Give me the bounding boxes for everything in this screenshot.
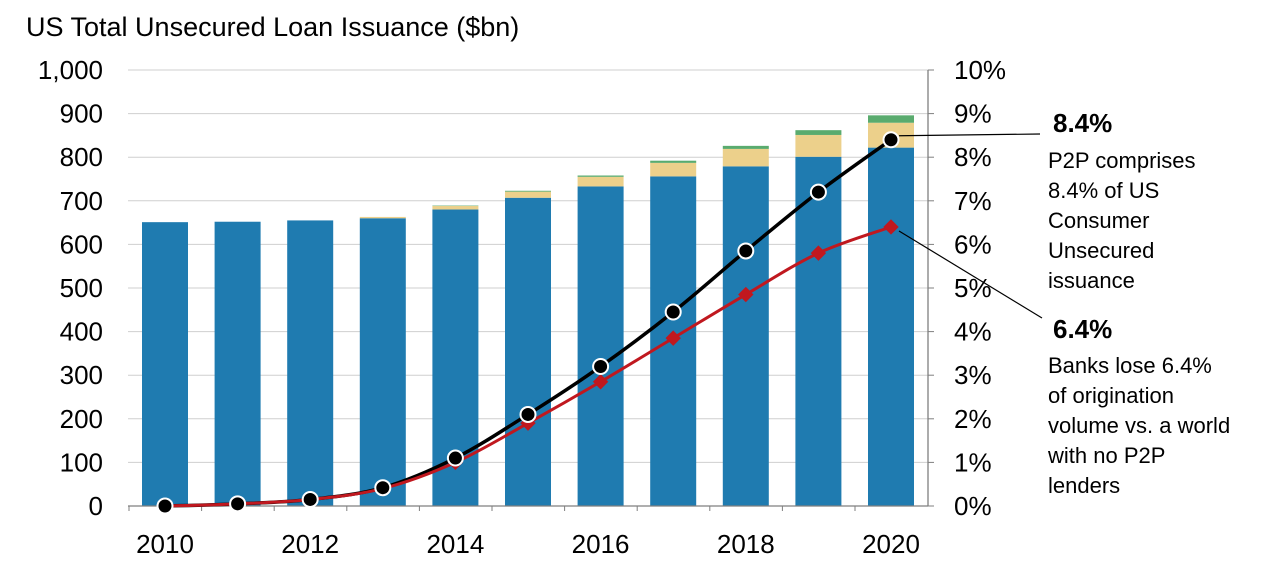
- right-tick-label: 8%: [954, 142, 992, 172]
- x-tick-label: 2012: [281, 529, 339, 559]
- annotation-1-text-line: Unsecured: [1048, 238, 1154, 263]
- right-tick-label: 0%: [954, 491, 992, 521]
- annotation-2-text-line: lenders: [1048, 473, 1120, 498]
- diamond-marker-2019: [810, 245, 827, 261]
- x-tick-label: 2010: [136, 529, 194, 559]
- left-tick-label: 200: [60, 404, 103, 434]
- annotation-2-value: 6.4%: [1053, 314, 1112, 344]
- left-tick-label: 1,000: [38, 55, 103, 85]
- left-tick-label: 800: [60, 142, 103, 172]
- chart-title: US Total Unsecured Loan Issuance ($bn): [26, 12, 519, 42]
- annotation-leader-1: [898, 133, 1041, 137]
- right-axis-ticks: 0% 1% 2% 3% 4% 5% 6% 7% 8% 9% 10%: [954, 55, 1006, 521]
- right-tick-label: 4%: [954, 317, 992, 347]
- bar-2016-series-2: [577, 175, 624, 177]
- bar-2011-series-0: [214, 221, 261, 506]
- annotation-2-text-line: Banks lose 6.4%: [1048, 353, 1212, 378]
- bar-2013-series-0: [359, 218, 406, 507]
- bar-2019-series-2: [795, 130, 842, 135]
- left-tick-label: 900: [60, 99, 103, 129]
- right-tick-label: 6%: [954, 229, 992, 259]
- bar-2017-series-2: [650, 160, 697, 163]
- circle-marker-2014: [446, 449, 464, 467]
- circle-marker-2012: [301, 490, 319, 508]
- left-tick-label: 100: [60, 447, 103, 477]
- bar-2015-series-0: [505, 197, 551, 507]
- circle-marker-2016: [592, 357, 610, 375]
- bar-2020-series-0: [868, 147, 914, 506]
- left-tick-label: 0: [89, 491, 103, 521]
- bar-2013-series-1: [359, 216, 406, 219]
- bars: [142, 115, 914, 507]
- left-tick-label: 300: [60, 360, 103, 390]
- bar-2015-series-1: [505, 191, 551, 198]
- diamond-marker-2017: [665, 330, 681, 346]
- right-tick-label: 3%: [954, 360, 992, 390]
- left-tick-label: 500: [60, 273, 103, 303]
- circle-marker-2018: [737, 242, 755, 260]
- annotation-1-text-line: Consumer: [1048, 208, 1149, 233]
- right-tick-label: 10%: [954, 55, 1006, 85]
- x-tick-label: 2020: [862, 529, 920, 559]
- x-tick-label: 2016: [572, 529, 630, 559]
- circle-marker-2011: [229, 495, 247, 513]
- left-axis-ticks: 0 100 200 300 400 500 600 700 800 900 1,000: [38, 55, 103, 521]
- annotation-2-text-line: of origination: [1048, 383, 1174, 408]
- annotations: 8.4% P2P comprises 8.4% of US Consumer Unsec…: [898, 108, 1230, 498]
- diamond-marker-2020: [883, 219, 899, 235]
- diamond-marker-2016: [592, 374, 609, 390]
- line-series: [156, 131, 900, 515]
- bar-2018-series-0: [722, 166, 769, 506]
- circle-marker-2015: [519, 405, 537, 423]
- bar-2019-series-0: [795, 156, 842, 507]
- left-tick-label: 400: [60, 317, 103, 347]
- axes: [128, 69, 934, 511]
- bar-2012-series-0: [287, 220, 334, 507]
- annotation-1-text-line: issuance: [1048, 268, 1135, 293]
- right-tick-label: 2%: [954, 404, 992, 434]
- right-tick-label: 7%: [954, 186, 992, 216]
- right-tick-label: 5%: [954, 273, 992, 303]
- left-tick-label: 600: [60, 229, 103, 259]
- x-axis-ticks: 2010 2012 2014 2016 2018 2020: [136, 529, 920, 559]
- bar-2016-series-1: [577, 176, 624, 187]
- x-tick-label: 2014: [426, 529, 484, 559]
- circle-marker-2013: [374, 479, 392, 497]
- bar-2016-series-0: [577, 186, 624, 507]
- bar-2019-series-1: [795, 134, 842, 157]
- annotation-2-text-line: with no P2P: [1047, 443, 1165, 468]
- annotation-1-text-line: 8.4% of US: [1048, 178, 1159, 203]
- annotation-2-text-line: volume vs. a world: [1048, 413, 1230, 438]
- x-tick-label: 2018: [717, 529, 775, 559]
- right-tick-label: 9%: [954, 99, 992, 129]
- bar-2014-series-1: [432, 206, 479, 210]
- bar-2018-series-2: [722, 145, 769, 149]
- left-tick-label: 700: [60, 186, 103, 216]
- bar-2015-series-2: [505, 190, 551, 192]
- annotation-1-text-line: P2P comprises: [1048, 148, 1196, 173]
- bar-2020-series-2: [868, 115, 914, 123]
- circle-marker-2019: [809, 183, 827, 201]
- annotation-leader-2: [898, 230, 1043, 319]
- diamond-marker-2018: [738, 286, 754, 303]
- annotation-1-value: 8.4%: [1053, 108, 1112, 138]
- circle-marker-2017: [664, 303, 682, 321]
- bar-2018-series-1: [722, 148, 769, 167]
- bar-2017-series-1: [650, 162, 697, 177]
- circle-marker-2020: [882, 131, 900, 149]
- right-tick-label: 1%: [954, 447, 992, 477]
- bar-2010-series-0: [142, 222, 188, 506]
- circle-marker-2010: [156, 497, 174, 515]
